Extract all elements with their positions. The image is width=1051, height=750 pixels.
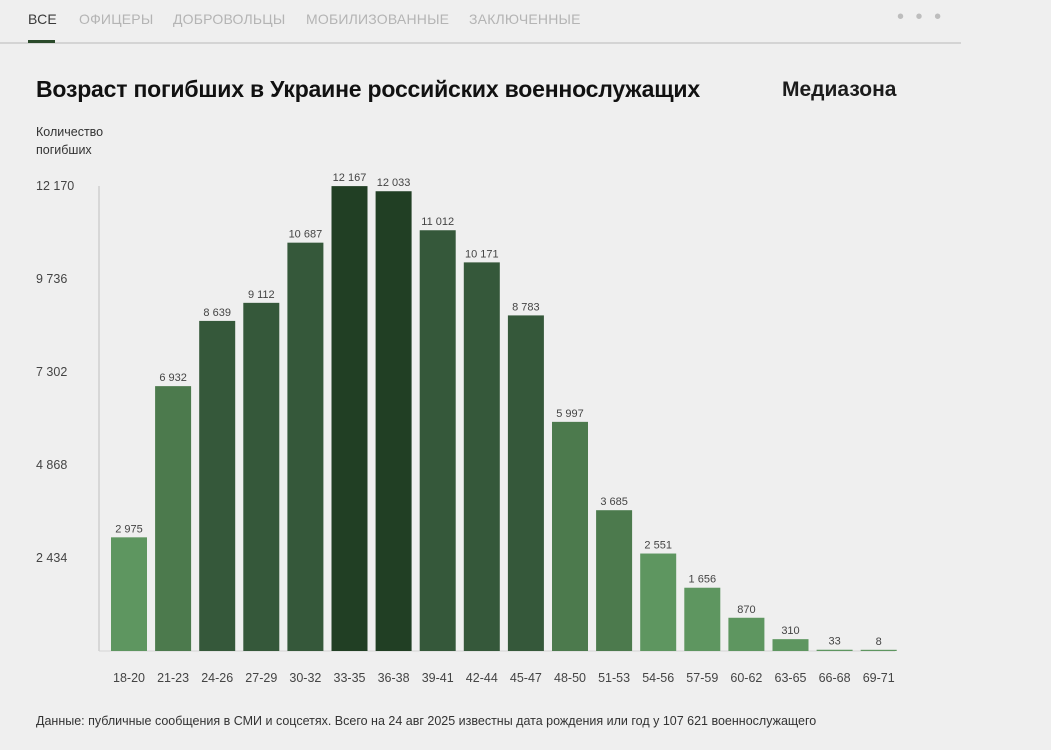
x-tick-label: 48-50	[554, 671, 586, 685]
x-tick-label: 63-65	[775, 671, 807, 685]
bar-value-label: 3 685	[600, 496, 628, 508]
tab-officers[interactable]: ОФИЦЕРЫ	[79, 11, 154, 27]
bar-value-label: 870	[737, 604, 755, 616]
chart-title: Возраст погибших в Украине российских во…	[36, 76, 700, 102]
x-tick-label: 54-56	[642, 671, 674, 685]
x-tick-label: 27-29	[245, 671, 277, 685]
bar	[640, 553, 677, 651]
x-tick-label: 69-71	[863, 671, 895, 685]
bar	[111, 537, 147, 651]
bar-value-label: 1 656	[689, 574, 717, 586]
bar	[375, 191, 412, 651]
x-tick-label: 30-32	[289, 671, 321, 685]
bar	[419, 230, 456, 652]
bar	[463, 262, 500, 651]
tab-prisoners[interactable]: ЗАКЛЮЧЕННЫЕ	[469, 11, 581, 27]
bar-value-label: 10 171	[465, 248, 499, 260]
x-tick-label: 45-47	[510, 671, 542, 685]
active-tab-indicator	[28, 40, 55, 43]
bar-value-label: 2 551	[644, 540, 672, 552]
tab-all[interactable]: ВСЕ	[28, 11, 57, 27]
x-tick-label: 18-20	[113, 671, 145, 685]
x-tick-label: 36-38	[378, 671, 410, 685]
x-tick-label: 51-53	[598, 671, 630, 685]
bar	[816, 649, 853, 651]
bar	[507, 315, 544, 651]
bar	[860, 649, 897, 651]
bar-value-label: 9 112	[248, 289, 275, 301]
x-tick-label: 39-41	[422, 671, 454, 685]
bar-value-label: 33	[828, 636, 840, 648]
bar-value-label: 8	[876, 636, 882, 648]
bar-value-label: 2 975	[115, 523, 143, 535]
y-axis-title: Количество погибших	[36, 125, 104, 157]
bar	[155, 386, 192, 651]
y-tick-label: 4 868	[36, 458, 67, 472]
x-tick-label: 24-26	[201, 671, 233, 685]
bar-value-label: 12 033	[377, 177, 411, 189]
bar	[331, 186, 368, 651]
more-options-icon[interactable]: • • •	[897, 6, 945, 28]
bar	[728, 617, 765, 651]
y-tick-label: 2 434	[36, 551, 67, 565]
x-tick-label: 60-62	[730, 671, 762, 685]
bar-value-label: 5 997	[556, 408, 584, 420]
bar	[684, 587, 721, 651]
category-tabs: ВСЕ ОФИЦЕРЫ ДОБРОВОЛЬЦЫ МОБИЛИЗОВАННЫЕ З…	[0, 0, 961, 44]
y-tick-label: 7 302	[36, 365, 67, 379]
x-tick-label: 21-23	[157, 671, 189, 685]
bar	[287, 242, 324, 651]
y-tick-label: 12 170	[36, 179, 74, 193]
x-tick-label: 42-44	[466, 671, 498, 685]
bar-value-label: 8 639	[203, 307, 231, 319]
x-tick-label: 57-59	[686, 671, 718, 685]
footnote: Данные: публичные сообщения в СМИ и соцс…	[36, 714, 817, 728]
bar	[552, 421, 588, 651]
y-tick-label: 9 736	[36, 272, 67, 286]
bar-value-label: 6 932	[159, 372, 187, 384]
x-tick-label: 66-68	[819, 671, 851, 685]
bar	[772, 639, 809, 651]
bar-value-label: 10 687	[289, 229, 323, 241]
bar-value-label: 12 167	[333, 172, 367, 184]
bar	[596, 510, 633, 651]
tab-volunteers[interactable]: ДОБРОВОЛЬЦЫ	[173, 11, 286, 27]
bar-value-label: 310	[781, 625, 799, 637]
bar	[199, 320, 236, 651]
bar-value-label: 11 012	[421, 216, 454, 228]
x-tick-label: 33-35	[334, 671, 366, 685]
brand-logo: Медиазона	[782, 78, 897, 101]
bar	[243, 302, 280, 651]
bar-value-label: 8 783	[512, 301, 540, 313]
tab-mobilized[interactable]: МОБИЛИЗОВАННЫЕ	[306, 11, 450, 27]
